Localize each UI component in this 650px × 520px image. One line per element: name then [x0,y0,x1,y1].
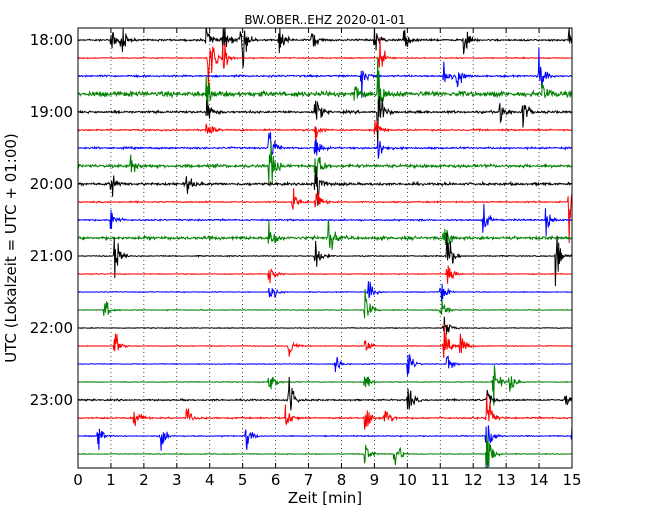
trace-1915 [78,120,572,143]
plot-frame [77,27,573,469]
trace-1945 [78,141,572,185]
x-tick-label: 5 [238,471,248,489]
trace-1900 [78,96,572,147]
y-axis-label: UTC (Lokalzeit = UTC + 01:00) [2,133,20,363]
trace-2030 [78,203,572,237]
trace-2115 [78,265,572,284]
x-axis-ticks: 0 1 2 3 4 5 6 7 8 9 10 11 12 13 14 15 [73,28,582,489]
trace-1815 [78,36,572,90]
trace-2145 [78,289,572,319]
trace-1830 [78,47,572,98]
x-tick-label: 4 [205,471,215,489]
trace-2330 [78,425,572,468]
trace-1930 [78,132,572,159]
x-tick-label: 0 [73,471,83,489]
y-tick-label: 23:00 [30,391,73,409]
y-tick-label: 21:00 [30,247,73,265]
y-axis-ticks: 18:00 19:00 20:00 21:00 22:00 23:00 [30,31,572,409]
x-tick-label: 11 [431,471,450,489]
trace-1800 [78,28,572,68]
trace-2000 [78,166,572,206]
x-tick-label: 10 [398,471,417,489]
x-tick-label: 8 [337,471,347,489]
trace-2345 [78,435,572,468]
seismic-traces [78,28,572,468]
x-tick-label: 1 [106,471,116,489]
trace-2230 [78,354,572,376]
trace-2100 [78,232,572,287]
x-tick-label: 13 [497,471,516,489]
trace-2045 [78,219,572,251]
x-tick-label: 6 [271,471,281,489]
x-tick-label: 14 [530,471,549,489]
y-tick-label: 20:00 [30,175,73,193]
trace-2245 [78,365,572,406]
trace-2315 [78,394,572,430]
trace-2215 [78,323,572,359]
x-tick-label: 7 [304,471,314,489]
trace-2015 [78,188,572,244]
x-tick-label: 9 [370,471,380,489]
x-tick-label: 3 [172,471,182,489]
trace-2300 [78,376,572,411]
trace-2130 [78,281,572,302]
x-tick-label: 2 [139,471,149,489]
trace-2200 [78,316,572,335]
grid-lines [110,28,540,468]
x-tick-label: 12 [464,471,483,489]
x-axis-label: Zeit [min] [288,489,362,507]
trace-1845 [78,56,572,108]
y-tick-label: 22:00 [30,319,73,337]
x-tick-label: 15 [562,471,581,489]
y-tick-label: 19:00 [30,103,73,121]
chart-title: BW.OBER..EHZ 2020-01-01 [244,13,405,27]
y-tick-label: 18:00 [30,31,73,49]
